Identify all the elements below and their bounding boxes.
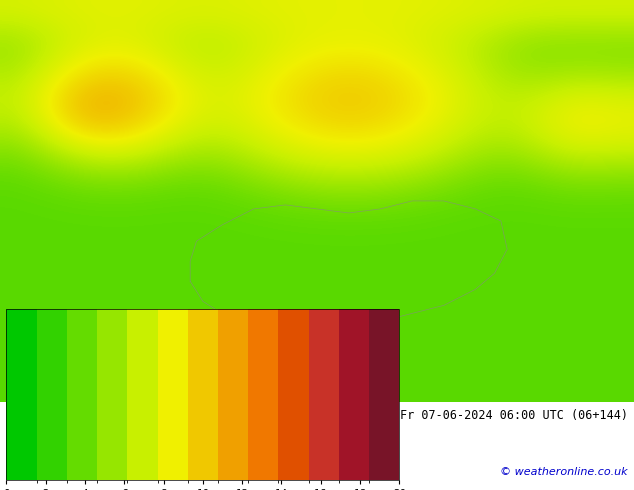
Text: RH 700 hPa Spread mean+σ [gpdm] ECMWF: RH 700 hPa Spread mean+σ [gpdm] ECMWF [6,409,270,422]
Text: © weatheronline.co.uk: © weatheronline.co.uk [500,467,628,477]
Text: Fr 07-06-2024 06:00 UTC (06+144): Fr 07-06-2024 06:00 UTC (06+144) [399,409,628,422]
